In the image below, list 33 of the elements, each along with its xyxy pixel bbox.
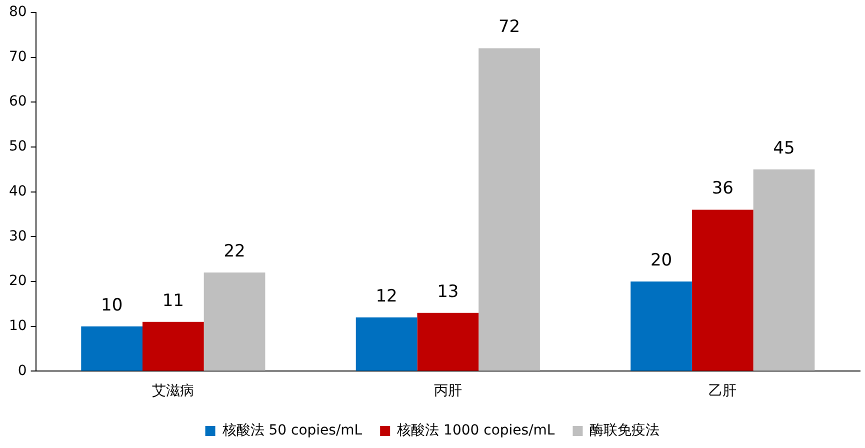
y-tick-label: 70 (8, 48, 27, 65)
x-tick-label: 艾滋病 (152, 383, 194, 400)
bar (478, 48, 540, 371)
data-label: 36 (712, 178, 734, 199)
y-tick-label: 40 (8, 183, 27, 200)
y-tick-label: 30 (8, 228, 27, 244)
y-tick-label: 50 (8, 138, 27, 155)
bar (142, 322, 204, 371)
legend-label: 核酸法 50 copies/mL (221, 422, 362, 439)
data-label: 10 (101, 295, 123, 316)
x-tick-label: 丙肝 (434, 383, 462, 400)
data-label: 45 (773, 138, 795, 158)
data-label: 11 (162, 290, 184, 311)
bar (753, 169, 815, 371)
bar (356, 317, 418, 371)
y-tick-label: 10 (8, 318, 27, 334)
bar (630, 282, 692, 371)
data-label: 72 (498, 17, 520, 38)
data-label: 20 (650, 250, 672, 270)
bar (417, 312, 479, 371)
data-label: 22 (224, 241, 246, 262)
legend-label: 核酸法 1000 copies/mL (396, 422, 555, 439)
bar (692, 210, 754, 371)
bar (204, 272, 266, 371)
bar (81, 326, 142, 371)
data-label: 12 (376, 286, 398, 306)
y-tick-label: 60 (8, 94, 27, 110)
y-tick-label: 0 (18, 362, 27, 379)
y-tick-label: 80 (8, 4, 27, 20)
x-tick-label: 乙肝 (708, 383, 737, 400)
legend-label: 酶联免疫法 (590, 422, 660, 439)
data-label: 13 (437, 282, 459, 302)
y-tick-label: 20 (8, 273, 27, 290)
